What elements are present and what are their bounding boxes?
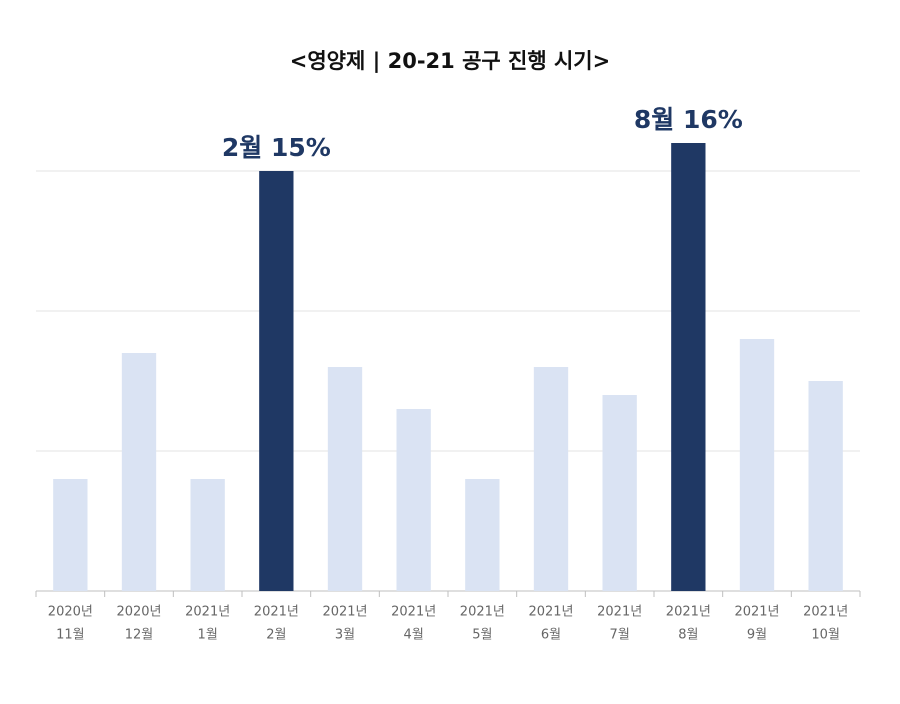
x-tick-label: 5월 bbox=[472, 628, 492, 643]
bar bbox=[739, 339, 775, 591]
x-tick-label: 4월 bbox=[404, 628, 424, 643]
bar bbox=[396, 409, 431, 591]
value-label: 2월 15% bbox=[222, 133, 331, 162]
x-tick-label: 7월 bbox=[610, 628, 630, 643]
x-tick-label: 3월 bbox=[335, 628, 355, 643]
x-tick-label: 2월 bbox=[266, 628, 286, 643]
x-tick-label: 2020년 bbox=[48, 605, 93, 620]
x-tick-label: 1월 bbox=[198, 628, 218, 643]
bar bbox=[259, 171, 294, 591]
x-tick-label: 2021년 bbox=[254, 605, 299, 620]
x-tick-label: 8월 bbox=[678, 628, 698, 643]
bar bbox=[808, 381, 843, 591]
x-tick-label: 2021년 bbox=[734, 605, 779, 620]
x-tick-label: 2021년 bbox=[460, 605, 505, 620]
x-tick-label: 12월 bbox=[125, 628, 154, 643]
x-tick-label: 2021년 bbox=[322, 605, 367, 620]
bar bbox=[121, 353, 157, 591]
x-tick-label: 11월 bbox=[56, 628, 85, 643]
x-tick-label: 2021년 bbox=[803, 605, 848, 620]
x-tick-label: 2021년 bbox=[185, 605, 230, 620]
x-tick-label: 2021년 bbox=[666, 605, 711, 620]
bar bbox=[533, 367, 569, 591]
x-tick-label: 9월 bbox=[747, 628, 767, 643]
x-tick-label: 2021년 bbox=[597, 605, 642, 620]
bar bbox=[327, 367, 363, 591]
x-tick-label: 2021년 bbox=[528, 605, 573, 620]
bar bbox=[465, 479, 500, 591]
bar bbox=[671, 143, 706, 591]
value-label: 8월 16% bbox=[634, 105, 743, 134]
chart-title: <영양제 | 20-21 공구 진행 시기> bbox=[290, 49, 610, 74]
x-tick-label: 10월 bbox=[811, 628, 840, 643]
x-tick-label: 6월 bbox=[541, 628, 561, 643]
bar bbox=[53, 479, 88, 591]
x-tick-label: 2021년 bbox=[391, 605, 436, 620]
bar bbox=[602, 395, 637, 591]
x-tick-label: 2020년 bbox=[116, 605, 161, 620]
bar bbox=[190, 479, 225, 591]
